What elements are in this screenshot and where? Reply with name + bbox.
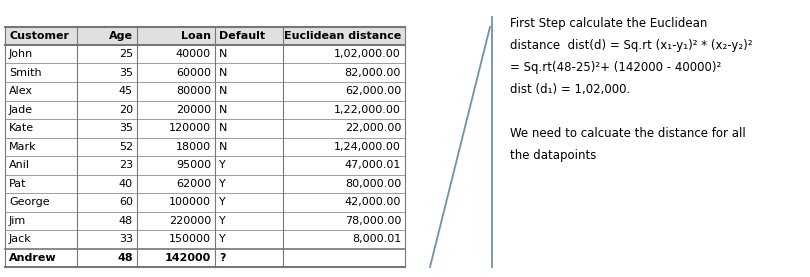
Text: dist (d₁) = 1,02,000.: dist (d₁) = 1,02,000. — [510, 83, 630, 96]
Text: George: George — [9, 197, 49, 207]
Text: 48: 48 — [117, 253, 133, 263]
Text: Age: Age — [109, 31, 133, 41]
Text: 95000: 95000 — [176, 160, 211, 170]
Text: Loan: Loan — [181, 31, 211, 41]
Text: N: N — [219, 123, 228, 133]
Text: Y: Y — [219, 160, 226, 170]
Text: 45: 45 — [119, 86, 133, 96]
Text: Anil: Anil — [9, 160, 30, 170]
Text: Jade: Jade — [9, 105, 33, 115]
Text: 82,000.00: 82,000.00 — [344, 68, 401, 78]
Text: Default: Default — [219, 31, 265, 41]
Text: 1,22,000.00: 1,22,000.00 — [335, 105, 401, 115]
Text: Euclidean distance: Euclidean distance — [284, 31, 401, 41]
Text: Alex: Alex — [9, 86, 33, 96]
Text: 220000: 220000 — [168, 216, 211, 226]
Text: Y: Y — [219, 197, 226, 207]
Text: 62,000.00: 62,000.00 — [345, 86, 401, 96]
Text: 60: 60 — [119, 197, 133, 207]
Text: ?: ? — [219, 253, 225, 263]
Text: 25: 25 — [119, 49, 133, 59]
Text: 20000: 20000 — [176, 105, 211, 115]
Text: Kate: Kate — [9, 123, 34, 133]
Text: N: N — [219, 105, 228, 115]
Text: 20: 20 — [119, 105, 133, 115]
Text: 150000: 150000 — [169, 234, 211, 244]
Text: Andrew: Andrew — [9, 253, 57, 263]
Text: Y: Y — [219, 216, 226, 226]
Text: 100000: 100000 — [169, 197, 211, 207]
Text: N: N — [219, 49, 228, 59]
Text: 22,000.00: 22,000.00 — [344, 123, 401, 133]
Bar — [5, 27, 405, 45]
Text: 33: 33 — [119, 234, 133, 244]
Text: 40000: 40000 — [176, 49, 211, 59]
Text: = Sq.rt(48-25)²+ (142000 - 40000)²: = Sq.rt(48-25)²+ (142000 - 40000)² — [510, 61, 721, 74]
Text: Y: Y — [219, 234, 226, 244]
Text: 52: 52 — [119, 142, 133, 152]
Text: 35: 35 — [119, 68, 133, 78]
Text: 8,000.01: 8,000.01 — [352, 234, 401, 244]
Text: 23: 23 — [119, 160, 133, 170]
Text: 1,24,000.00: 1,24,000.00 — [335, 142, 401, 152]
Text: the datapoints: the datapoints — [510, 149, 596, 162]
Text: Jack: Jack — [9, 234, 32, 244]
Text: Customer: Customer — [9, 31, 69, 41]
Text: First Step calculate the Euclidean: First Step calculate the Euclidean — [510, 17, 707, 30]
Text: N: N — [219, 68, 228, 78]
Text: 47,000.01: 47,000.01 — [344, 160, 401, 170]
Text: 42,000.00: 42,000.00 — [344, 197, 401, 207]
Text: 48: 48 — [119, 216, 133, 226]
Text: 78,000.00: 78,000.00 — [344, 216, 401, 226]
Text: Smith: Smith — [9, 68, 41, 78]
Text: 35: 35 — [119, 123, 133, 133]
Text: Mark: Mark — [9, 142, 36, 152]
Text: 18000: 18000 — [176, 142, 211, 152]
Text: 40: 40 — [119, 179, 133, 189]
Text: 60000: 60000 — [176, 68, 211, 78]
Text: N: N — [219, 142, 228, 152]
Text: We need to calcuate the distance for all: We need to calcuate the distance for all — [510, 127, 746, 140]
Text: Jim: Jim — [9, 216, 26, 226]
Text: 142000: 142000 — [164, 253, 211, 263]
Text: 80,000.00: 80,000.00 — [345, 179, 401, 189]
Text: Pat: Pat — [9, 179, 27, 189]
Text: 1,02,000.00: 1,02,000.00 — [335, 49, 401, 59]
Text: distance  dist(d) = Sq.rt (x₁-y₁)² * (x₂-y₂)²: distance dist(d) = Sq.rt (x₁-y₁)² * (x₂-… — [510, 39, 752, 52]
Text: 120000: 120000 — [168, 123, 211, 133]
Text: 62000: 62000 — [176, 179, 211, 189]
Text: 80000: 80000 — [176, 86, 211, 96]
Text: Y: Y — [219, 179, 226, 189]
Text: John: John — [9, 49, 33, 59]
Text: N: N — [219, 86, 228, 96]
